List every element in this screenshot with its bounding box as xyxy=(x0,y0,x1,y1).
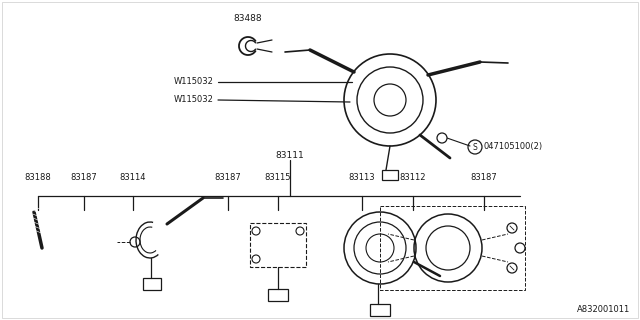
Text: 047105100(2): 047105100(2) xyxy=(484,142,543,151)
Text: A832001011: A832001011 xyxy=(577,305,630,314)
Text: 83115: 83115 xyxy=(265,173,291,182)
Text: 83113: 83113 xyxy=(349,173,375,182)
Bar xyxy=(370,304,390,316)
Bar xyxy=(380,206,525,290)
Text: W115032: W115032 xyxy=(174,77,214,86)
Circle shape xyxy=(437,133,447,143)
Bar xyxy=(382,170,398,180)
Text: 83187: 83187 xyxy=(214,173,241,182)
Bar xyxy=(268,289,288,301)
Text: 83488: 83488 xyxy=(234,14,262,23)
Text: S: S xyxy=(472,142,477,151)
Text: 83187: 83187 xyxy=(470,173,497,182)
Text: W115032: W115032 xyxy=(174,95,214,105)
Text: 83187: 83187 xyxy=(70,173,97,182)
Text: 83112: 83112 xyxy=(400,173,426,182)
Text: 83114: 83114 xyxy=(120,173,147,182)
Text: 83111: 83111 xyxy=(276,151,305,160)
Bar xyxy=(143,278,161,290)
Bar xyxy=(250,223,306,267)
Text: 83188: 83188 xyxy=(24,173,51,182)
